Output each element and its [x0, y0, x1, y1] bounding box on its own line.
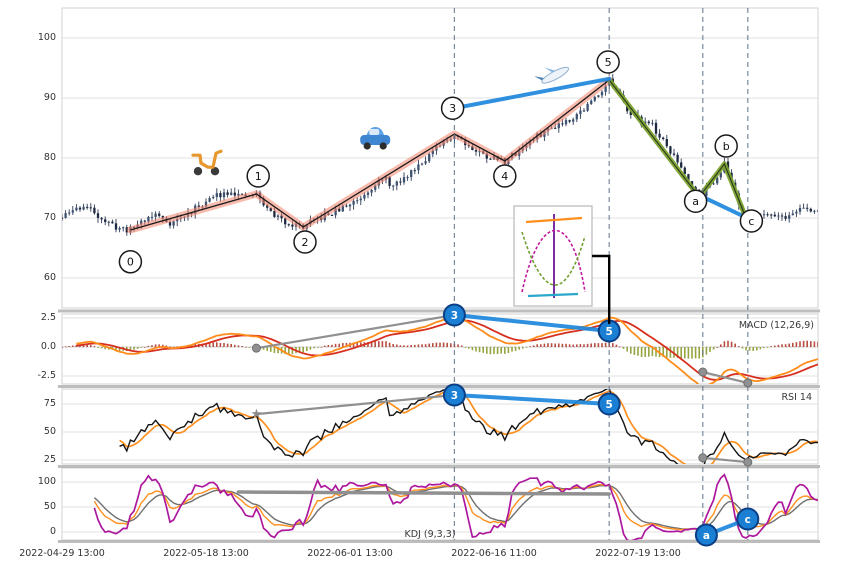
- wave-4-circle: 4: [493, 164, 517, 188]
- plane-icon: [534, 66, 570, 91]
- inset-thumbnail: [513, 205, 611, 324]
- wave-2-circle: 2: [293, 230, 317, 254]
- elliott-wave-layer: [126, 76, 752, 234]
- svg-text:2: 2: [302, 236, 309, 249]
- macd-wave-3-circle: 3: [442, 303, 466, 327]
- wave-b-circle: b: [714, 134, 738, 158]
- wave-c-circle: c: [739, 209, 764, 233]
- svg-text:a: a: [692, 195, 699, 208]
- wave-0-circle: 0: [118, 250, 143, 274]
- rsi-layer: [119, 389, 818, 464]
- svg-text:5: 5: [605, 56, 612, 69]
- svg-text:4: 4: [501, 170, 508, 183]
- kdj-wave-c-circle: c: [736, 507, 760, 531]
- svg-text:3: 3: [449, 102, 456, 115]
- wave-1-circle: 1: [246, 164, 270, 188]
- svg-text:5: 5: [606, 326, 613, 338]
- panel-separator: [58, 385, 820, 388]
- rsi-annotations: ★ 3 5: [251, 383, 753, 467]
- svg-text:c: c: [745, 514, 751, 526]
- svg-text:1: 1: [255, 170, 262, 183]
- scooter-icon: [191, 149, 223, 176]
- star-marker-icon: ★: [251, 407, 263, 422]
- panel-separator: [58, 540, 820, 543]
- kdj-annotations: ac: [236, 490, 760, 547]
- svg-text:b: b: [723, 140, 730, 153]
- car-icon: [360, 127, 391, 150]
- wave-5-circle: 5: [596, 50, 620, 74]
- grid-layer: [61, 7, 819, 541]
- journey-icons-layer: [191, 66, 570, 176]
- svg-text:3: 3: [451, 390, 458, 402]
- rsi-wave-3-circle: 3: [442, 383, 466, 407]
- svg-text:0: 0: [127, 256, 134, 269]
- wave-3-circle: 3: [440, 96, 465, 120]
- price-wave-circles: 0 1 2 3 4 5 a b c: [118, 50, 764, 274]
- macd-wave-5-circle: 5: [597, 319, 621, 343]
- kdj-wave-a-circle: a: [694, 523, 718, 547]
- wave-a-circle: a: [683, 189, 708, 213]
- rsi-wave-5-circle: 5: [597, 392, 621, 416]
- inset-connector-line: [592, 254, 611, 324]
- svg-text:5: 5: [606, 399, 613, 411]
- panel-separator: [58, 309, 820, 313]
- macd-annotations: 35: [251, 303, 753, 388]
- svg-text:a: a: [703, 530, 710, 542]
- svg-text:3: 3: [451, 310, 458, 322]
- panel-separator: [58, 465, 820, 468]
- svg-text:c: c: [748, 215, 754, 228]
